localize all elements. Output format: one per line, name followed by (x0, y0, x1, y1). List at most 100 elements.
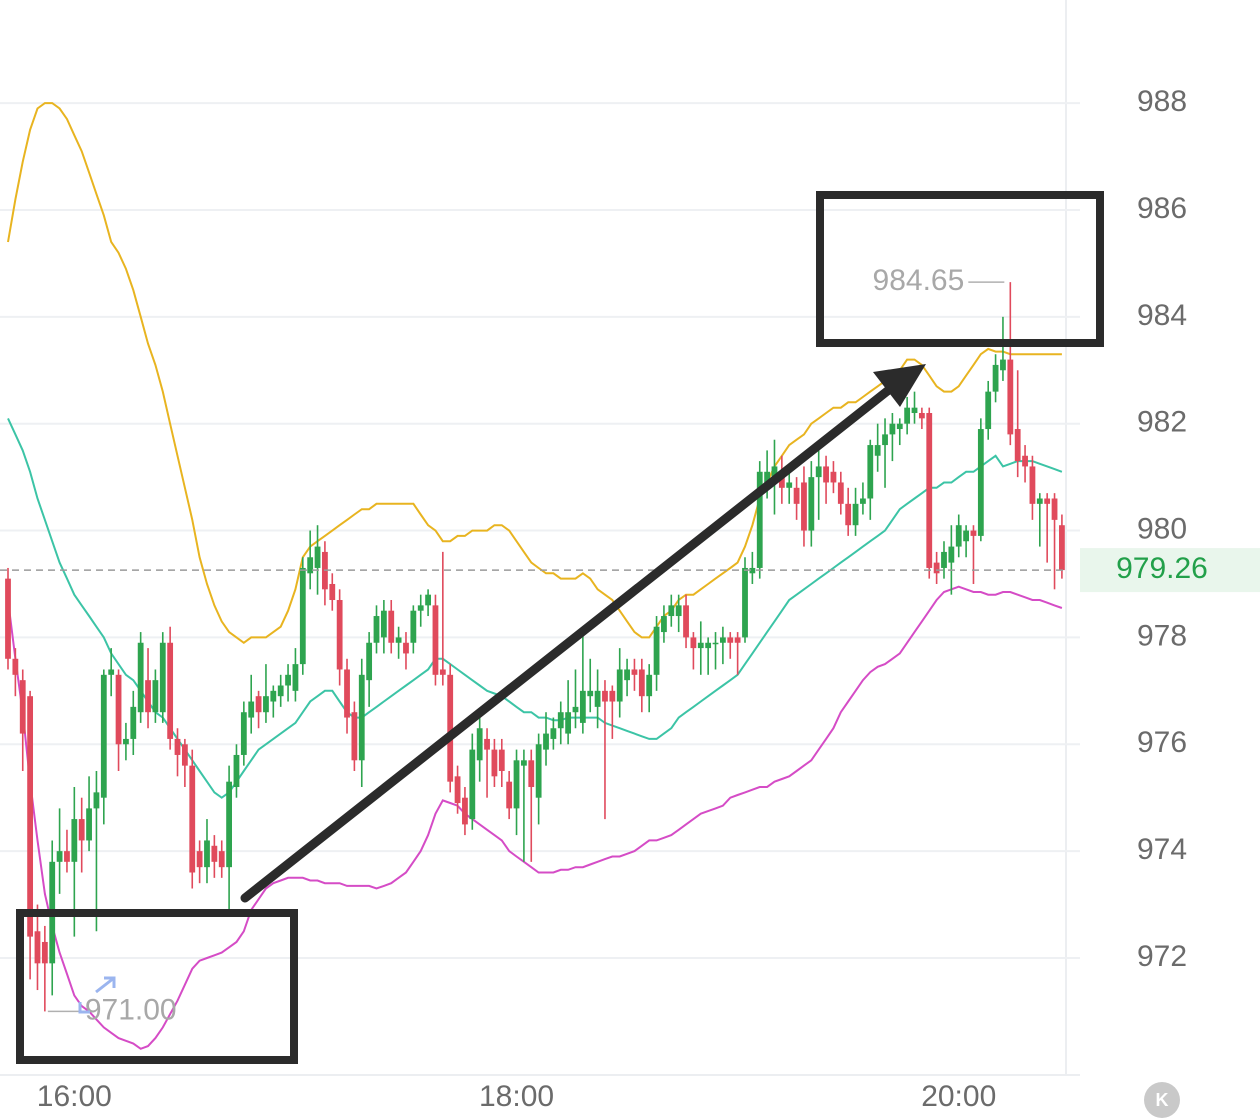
candle-body (1051, 498, 1058, 520)
candle-body (248, 701, 255, 718)
candle-body (963, 530, 969, 542)
candle-body (425, 594, 431, 606)
candle-body (292, 664, 299, 691)
candle-body (240, 712, 247, 755)
candle-body (255, 696, 262, 713)
candle-body (108, 669, 115, 675)
candle-body (867, 445, 874, 499)
candle-body (270, 690, 277, 702)
candle-body (484, 738, 490, 750)
candle-body (78, 819, 85, 841)
candle-body (211, 845, 218, 862)
candle-body (152, 680, 159, 713)
y-tick-label: 974 (1137, 833, 1187, 866)
candle-body (174, 738, 181, 755)
candle-body (1014, 429, 1021, 462)
candle-body (675, 605, 682, 617)
candle-body (801, 482, 807, 531)
candle-body (19, 680, 26, 734)
candle-body (602, 690, 608, 702)
candle-body (307, 557, 314, 574)
candle-body (528, 760, 535, 788)
candle-body (71, 819, 78, 862)
candle-body (646, 674, 653, 697)
candle-body (882, 434, 888, 446)
min-marker-icon (78, 976, 116, 1014)
candle-body (218, 851, 225, 868)
y-tick-label: 978 (1137, 619, 1187, 652)
last-price-label: 979.26 (1116, 552, 1208, 585)
candle-body (668, 605, 675, 617)
candle-body (653, 626, 660, 675)
candle-body (860, 498, 866, 504)
band-line (7, 585, 1063, 1050)
x-tick-label: 18:00 (479, 1080, 554, 1113)
candle-body (535, 744, 542, 798)
candle-body (749, 567, 756, 574)
candle-body (506, 781, 513, 809)
candle-body (572, 706, 579, 713)
candle-body (403, 642, 409, 654)
candle-body (631, 669, 638, 675)
candle-body (34, 931, 41, 964)
candle-body (204, 840, 210, 868)
candle-body (638, 669, 645, 697)
candle-body (336, 600, 343, 670)
y-tick-label: 988 (1137, 85, 1187, 118)
candle-body (388, 610, 395, 643)
button-circle[interactable] (1144, 1082, 1180, 1118)
candle-body (845, 503, 852, 526)
trend-arrow (240, 380, 900, 903)
candle-body (123, 738, 129, 745)
candle-body (462, 797, 468, 825)
candle-body (977, 429, 984, 536)
kline-button[interactable]: K (1144, 1082, 1180, 1118)
y-tick-label: 980 (1137, 512, 1187, 545)
candle-body (823, 466, 829, 483)
candle-body (683, 605, 689, 638)
candle-body (344, 669, 350, 718)
candle-body (41, 941, 48, 964)
candle-body (609, 690, 616, 702)
annotation-box (16, 909, 298, 1064)
candle-body (1007, 359, 1014, 435)
candles (5, 282, 1065, 1012)
candle-body (918, 413, 925, 419)
candle-body (1044, 498, 1051, 504)
x-tick-label: 16:00 (37, 1080, 112, 1113)
candle-body (395, 637, 402, 643)
candle-body (661, 616, 667, 633)
candle-body (970, 530, 977, 536)
candle-body (985, 391, 992, 430)
candle-body (837, 482, 844, 504)
candle-body (786, 482, 793, 488)
candle-body (100, 674, 107, 798)
candle-body (926, 413, 933, 568)
y-tick-label: 986 (1137, 192, 1187, 225)
candle-body (579, 690, 586, 723)
candle-body (380, 610, 387, 638)
candle-body (624, 669, 630, 681)
candle-body (373, 616, 380, 643)
button-label[interactable]: K (1156, 1090, 1169, 1110)
candle-body (742, 567, 748, 638)
candle-body (543, 733, 549, 750)
candle-body (690, 637, 697, 649)
candle-body (454, 776, 461, 804)
candle-body (911, 407, 918, 414)
candle-body (447, 674, 454, 782)
candle-body (285, 674, 291, 686)
candle-body (697, 642, 704, 649)
candle-body (417, 605, 424, 611)
candle-body (1059, 525, 1065, 571)
candle-body (56, 851, 63, 862)
arrow-head (873, 364, 926, 407)
candle-body (830, 471, 837, 483)
candle-body (808, 477, 815, 531)
candle-body (432, 605, 439, 675)
candle-body (727, 637, 734, 643)
candle-body (299, 567, 306, 665)
last-price-bg (1080, 548, 1260, 593)
